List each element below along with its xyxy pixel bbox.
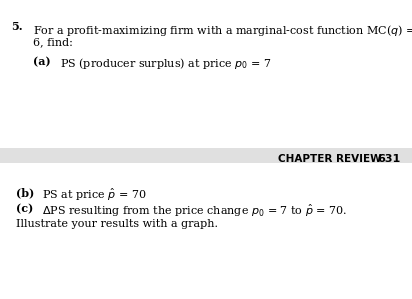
Text: For a profit-maximizing firm with a marginal-cost function MC($q$) = $q^{1.5}$+: For a profit-maximizing firm with a marg… (33, 21, 412, 39)
Text: CHAPTER REVIEW: CHAPTER REVIEW (279, 154, 382, 164)
Text: PS at price $\hat{p}$ = 70: PS at price $\hat{p}$ = 70 (42, 187, 147, 203)
Text: Illustrate your results with a graph.: Illustrate your results with a graph. (16, 219, 218, 229)
Text: (a): (a) (33, 56, 51, 67)
Text: PS (producer surplus) at price $p_0$ = 7: PS (producer surplus) at price $p_0$ = 7 (60, 56, 272, 71)
Text: (b): (b) (16, 187, 34, 198)
Text: 6, find:: 6, find: (33, 37, 73, 47)
Text: 631: 631 (377, 154, 400, 164)
Text: 5.: 5. (11, 21, 23, 32)
Text: $\Delta$PS resulting from the price change $p_0$ = 7 to $\hat{p}$ = 70.: $\Delta$PS resulting from the price chan… (42, 203, 347, 219)
Text: (c): (c) (16, 203, 33, 214)
